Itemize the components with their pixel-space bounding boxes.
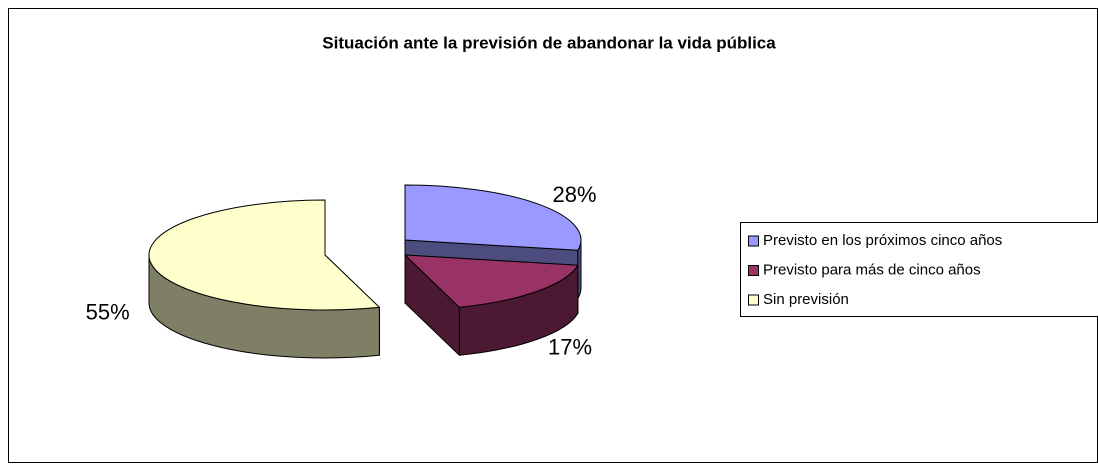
data-label: 17%	[548, 334, 592, 359]
pie	[148, 184, 582, 359]
chart-title: Situación ante la previsión de abandonar…	[322, 33, 776, 52]
data-label: 28%	[552, 182, 596, 207]
slice	[404, 184, 582, 251]
legend-box	[740, 222, 1098, 317]
slice	[148, 199, 380, 311]
legend-swatch	[748, 235, 759, 247]
legend-label: Previsto en los próximos cinco años	[763, 232, 1002, 249]
legend-label: Previsto para más de cinco años	[763, 261, 981, 278]
legend-swatch	[748, 294, 759, 306]
legend: Previsto en los próximos cinco años Previ…	[748, 232, 1002, 308]
legend-swatch	[748, 265, 759, 276]
legend-label: Sin previsión	[763, 291, 849, 308]
data-label: 55%	[86, 300, 130, 325]
slice	[404, 254, 579, 308]
